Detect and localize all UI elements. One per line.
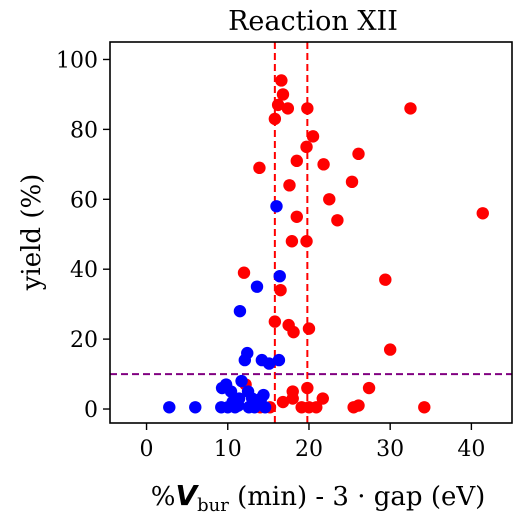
red-data-point — [379, 273, 392, 286]
x-axis-label-prefix: % — [151, 482, 176, 512]
plot-frame — [109, 41, 513, 424]
plot-area — [109, 41, 513, 424]
y-axis: 0 20 40 60 80 100 — [56, 48, 110, 423]
red-data-point — [300, 235, 313, 248]
red-data-point — [323, 193, 336, 206]
blue-data-point — [273, 269, 286, 283]
blue-data-point — [233, 304, 247, 318]
x-tick-label: 0 — [140, 437, 154, 462]
red-data-point — [316, 392, 329, 405]
blue-data-point — [235, 374, 248, 388]
red-data-point — [306, 130, 320, 143]
red-data-point — [285, 235, 299, 248]
blue-data-point — [250, 280, 264, 293]
red-data-point — [286, 392, 299, 405]
x-tick-label: 40 — [457, 437, 485, 462]
red-data-point — [418, 401, 431, 414]
blue-data-point — [189, 401, 202, 414]
red-data-point — [317, 158, 330, 171]
red-data-point — [275, 74, 288, 87]
red-data-point — [362, 381, 376, 395]
red-data-point — [271, 98, 285, 112]
red-data-point — [274, 283, 287, 297]
x-axis-label: %Vbur (min) - 3 · gap (eV) — [151, 479, 486, 516]
red-data-point — [404, 102, 417, 115]
blue-data-point — [272, 353, 286, 367]
x-tick-label: 30 — [376, 437, 404, 462]
x-axis-label-subscript: bur — [197, 495, 229, 516]
blue-data-point — [224, 385, 238, 398]
red-data-point — [310, 401, 323, 414]
red-data-point — [476, 207, 489, 220]
y-tick-label: 20 — [70, 328, 98, 353]
blue-data-point — [163, 401, 176, 414]
red-data-point — [276, 88, 290, 101]
blue-data-point — [258, 401, 272, 414]
y-tick-label: 40 — [70, 258, 98, 283]
red-data-point — [301, 102, 314, 115]
reference-lines — [110, 42, 512, 423]
x-tick-label: 20 — [295, 437, 323, 462]
blue-data-point — [257, 388, 270, 402]
x-axis: 0 10 20 30 40 — [140, 423, 485, 462]
red-data-point — [253, 161, 266, 175]
red-data-point — [283, 179, 296, 192]
red-data-point — [345, 175, 359, 189]
y-tick-label: 80 — [70, 118, 98, 143]
red-data-point — [300, 140, 313, 154]
blue-data-point — [270, 200, 283, 213]
y-tick-label: 60 — [70, 188, 98, 213]
red-data-point — [302, 322, 316, 335]
data-points — [163, 74, 489, 414]
red-data-point — [352, 399, 365, 412]
y-tick-label: 0 — [84, 398, 98, 423]
red-data-point — [301, 381, 314, 395]
blue-data-point — [245, 399, 258, 412]
x-axis-label-symbol: V — [175, 479, 199, 512]
red-data-point — [290, 210, 303, 223]
red-data-point — [268, 315, 282, 328]
chart-title: Reaction XII — [228, 6, 398, 37]
x-axis-label-suffix: (min) - 3 · gap (eV) — [229, 482, 485, 512]
y-tick-label: 100 — [56, 48, 98, 73]
red-data-point — [383, 343, 397, 356]
blue-data-point — [241, 346, 254, 360]
x-tick-label: 10 — [214, 437, 242, 462]
red-data-point — [268, 112, 282, 126]
red-data-point — [237, 266, 251, 279]
blue-data-point — [232, 392, 246, 405]
red-data-point — [287, 325, 300, 339]
red-data-point — [352, 147, 365, 161]
red-data-point — [276, 395, 290, 409]
red-data-point — [281, 102, 295, 115]
red-data-point — [290, 154, 303, 168]
blue-data-point — [262, 357, 276, 370]
y-axis-label: yield (%) — [17, 174, 47, 292]
red-data-point — [331, 214, 344, 227]
